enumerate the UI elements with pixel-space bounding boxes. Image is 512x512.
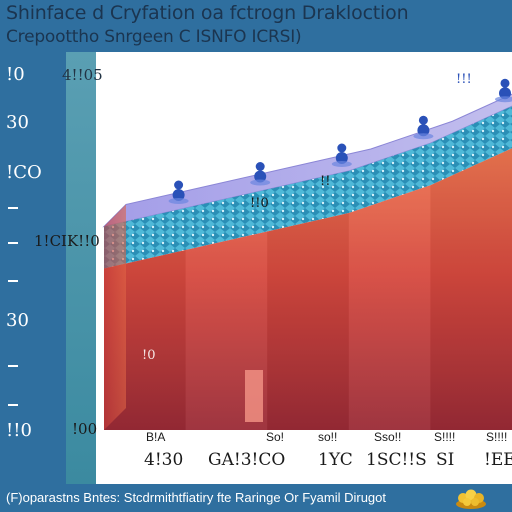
segment-shade: [348, 185, 431, 430]
crystal-band: [104, 106, 512, 269]
annotation-label: !!0: [250, 196, 269, 211]
marker-body: [335, 152, 348, 164]
people-marker-icon: [331, 143, 352, 167]
x-axis-area: [96, 432, 512, 484]
marker-shadow: [331, 161, 352, 167]
inner-axis-label: 1!CIK!!0: [34, 232, 100, 250]
y-tick-mark: [8, 365, 18, 367]
marker-body: [417, 124, 430, 137]
y-tick-mark: [8, 280, 18, 282]
inner-axis-label: !00: [72, 420, 98, 438]
y-tick-mark: [8, 404, 18, 406]
marker-shadow: [413, 133, 434, 140]
marker-body: [499, 87, 511, 100]
y-tick-label: !0: [6, 64, 25, 85]
marker-body: [254, 170, 267, 183]
y-tick-mark: [8, 242, 18, 244]
chart-title: Shinface d Cryfation oa fctrogn Drakloct…: [6, 2, 409, 24]
annotation-label: !!: [320, 174, 331, 189]
people-marker-icon: [413, 115, 434, 140]
marker-head: [500, 78, 510, 88]
chart-subtitle: Crepoottho Snrgeen C ISNFO ICRSI): [6, 27, 302, 47]
y-tick-label: 30: [6, 310, 29, 331]
x-sub-label: Sso!!: [374, 430, 402, 444]
side-face: [104, 204, 126, 430]
people-marker-icon: [495, 78, 512, 103]
marker-head: [174, 180, 184, 190]
marker-shadow: [250, 179, 271, 186]
chart-header: Shinface d Cryfation oa fctrogn Drakloct…: [0, 0, 512, 52]
x-tick-label: !EE: [484, 450, 512, 470]
marker-head: [255, 162, 265, 171]
x-sub-label: B!A: [146, 430, 166, 444]
y-tick-label: !CO: [6, 162, 42, 183]
marker-head: [337, 143, 347, 153]
y-tick-label: !!0: [6, 420, 32, 441]
marker-body: [172, 189, 185, 201]
annotation-label: !0: [142, 348, 156, 363]
footer-note: (F)oparastns Bntes: Stcdrmithtfiatiry ft…: [6, 490, 387, 505]
highlight-bar: [245, 370, 263, 422]
left-band: [0, 52, 66, 484]
x-tick-label: 1YC: [318, 450, 353, 470]
inner-axis-label: 4!!05: [62, 66, 103, 84]
x-tick-label: 4!30: [144, 450, 184, 470]
coin-pile-icon: [456, 489, 486, 509]
data-markers: [168, 78, 512, 204]
chart-body: [102, 93, 512, 430]
x-tick-label: SI: [436, 450, 455, 470]
marker-shadow: [168, 198, 189, 204]
marker-head: [418, 115, 428, 125]
axis-band: [66, 52, 96, 484]
front-face: [104, 148, 512, 430]
x-sub-label: S!!!!: [486, 430, 508, 444]
marker-shadow: [495, 96, 512, 103]
x-sub-label: so!!: [318, 430, 338, 444]
x-tick-label: 1SC!!S: [366, 450, 427, 470]
people-marker-icon: [168, 180, 189, 204]
footer: (F)oparastns Bntes: Stcdrmithtfiatiry ft…: [0, 484, 512, 512]
segment-shade: [267, 213, 349, 430]
segment-shade: [430, 148, 512, 430]
annotation-label: !!!: [456, 72, 472, 87]
x-sub-label: S!!!!: [434, 430, 456, 444]
y-tick-label: 30: [6, 112, 29, 133]
x-sub-label: So!: [266, 430, 285, 444]
x-tick-label: GA!3!CO: [208, 450, 286, 470]
people-marker-icon: [250, 162, 271, 186]
y-tick-mark: [8, 207, 18, 209]
